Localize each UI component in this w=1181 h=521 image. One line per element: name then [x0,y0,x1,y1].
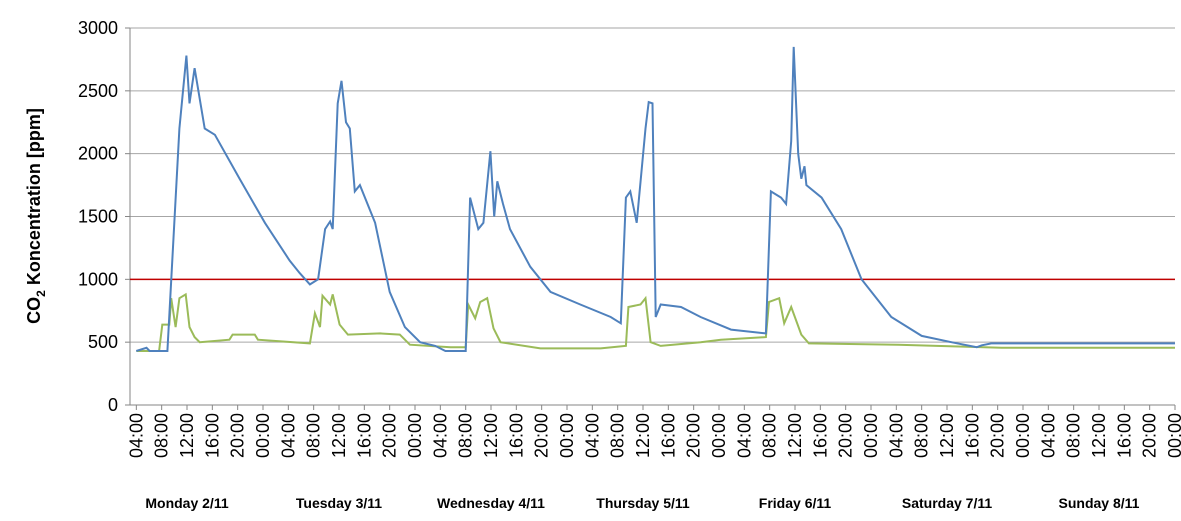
x-tick-label: 20:00 [684,413,704,458]
x-tick-label: 08:00 [912,413,932,458]
x-tick-label: 00:00 [557,413,577,458]
day-label: Thursday 5/11 [596,495,690,511]
x-tick-label: 16:00 [658,413,678,458]
x-tick-label: 00:00 [709,413,729,458]
x-tick-label: 12:00 [1089,413,1109,458]
y-tick-label: 1000 [78,269,118,289]
y-label-rest: Koncentration [ppm] [24,108,44,290]
y-label-subscript: 2 [34,290,48,297]
y-tick-label: 3000 [78,18,118,38]
x-tick-label: 16:00 [202,413,222,458]
y-tick-label: 1500 [78,207,118,227]
x-tick-label: 16:00 [1114,413,1134,458]
x-tick-label: 04:00 [126,413,146,458]
x-tick-label: 08:00 [1064,413,1084,458]
x-tick-label: 20:00 [380,413,400,458]
day-label: Friday 6/11 [759,495,832,511]
day-label: Wednesday 4/11 [437,495,545,511]
x-tick-label: 12:00 [785,413,805,458]
x-tick-label: 04:00 [582,413,602,458]
x-tick-label: 20:00 [228,413,248,458]
x-tick-label: 16:00 [506,413,526,458]
day-label: Sunday 8/11 [1059,495,1140,511]
x-tick-label: 00:00 [1165,413,1181,458]
x-tick-label: 16:00 [810,413,830,458]
y-axis-label: CO2 Koncentration [ppm] [24,108,48,324]
x-tick-label: 04:00 [1038,413,1058,458]
x-tick-label: 08:00 [304,413,324,458]
x-tick-label: 08:00 [456,413,476,458]
x-tick-label: 08:00 [608,413,628,458]
x-tick-label: 00:00 [405,413,425,458]
day-label: Monday 2/11 [145,495,228,511]
day-label: Tuesday 3/11 [296,495,382,511]
x-tick-label: 20:00 [836,413,856,458]
x-tick-label: 12:00 [329,413,349,458]
y-tick-label: 2000 [78,144,118,164]
x-tick-label: 20:00 [532,413,552,458]
x-tick-label: 16:00 [354,413,374,458]
x-tick-label: 08:00 [760,413,780,458]
x-tick-label: 04:00 [734,413,754,458]
x-tick-label: 00:00 [861,413,881,458]
y-tick-label: 2500 [78,81,118,101]
x-tick-label: 04:00 [278,413,298,458]
y-tick-label: 0 [108,395,118,415]
day-label: Saturday 7/11 [902,495,992,511]
x-tick-label: 12:00 [633,413,653,458]
y-label-prefix: CO [24,297,44,324]
x-tick-label: 00:00 [1013,413,1033,458]
x-tick-label: 20:00 [1140,413,1160,458]
x-tick-label: 04:00 [886,413,906,458]
series-line [136,46,1175,352]
y-tick-label: 500 [88,332,118,352]
x-tick-label: 08:00 [152,413,172,458]
x-tick-label: 12:00 [481,413,501,458]
x-tick-label: 12:00 [177,413,197,458]
x-tick-label: 16:00 [962,413,982,458]
x-tick-label: 04:00 [430,413,450,458]
x-tick-label: 00:00 [253,413,273,458]
x-tick-label: 20:00 [988,413,1008,458]
x-tick-label: 12:00 [937,413,957,458]
